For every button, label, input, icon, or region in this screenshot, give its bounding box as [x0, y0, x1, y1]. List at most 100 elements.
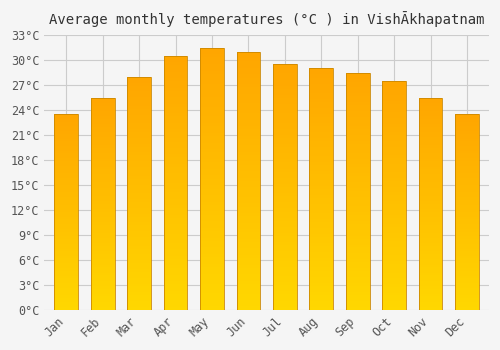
Bar — [200, 228, 224, 231]
Bar — [164, 158, 188, 161]
Bar — [236, 206, 260, 210]
Bar — [200, 126, 224, 130]
Bar — [164, 59, 188, 62]
Bar — [54, 205, 78, 207]
Bar — [54, 207, 78, 210]
Bar — [310, 192, 333, 195]
Bar — [346, 108, 370, 111]
Bar — [54, 170, 78, 173]
Bar — [310, 222, 333, 225]
Bar — [128, 126, 151, 129]
Bar — [346, 153, 370, 156]
Bar — [346, 176, 370, 179]
Bar — [128, 254, 151, 257]
Bar — [419, 286, 442, 288]
Bar — [310, 96, 333, 99]
Bar — [382, 87, 406, 90]
Bar — [346, 102, 370, 105]
Bar — [419, 119, 442, 121]
Bar — [346, 72, 370, 76]
Bar — [419, 230, 442, 233]
Bar — [236, 139, 260, 142]
Bar — [346, 150, 370, 153]
Bar — [164, 253, 188, 256]
Bar — [273, 101, 296, 104]
Bar — [54, 146, 78, 148]
Bar — [91, 251, 114, 254]
Bar — [128, 246, 151, 248]
Bar — [91, 230, 114, 233]
Bar — [128, 103, 151, 106]
Bar — [164, 240, 188, 243]
Bar — [164, 145, 188, 148]
Bar — [200, 54, 224, 57]
Bar — [164, 122, 188, 126]
Bar — [128, 138, 151, 141]
Bar — [310, 180, 333, 183]
Bar — [419, 265, 442, 267]
Bar — [236, 294, 260, 297]
Bar — [200, 172, 224, 175]
Bar — [419, 233, 442, 236]
Bar — [273, 67, 296, 70]
Bar — [236, 268, 260, 271]
Bar — [382, 112, 406, 115]
Bar — [200, 280, 224, 284]
Bar — [455, 210, 479, 212]
Bar — [310, 108, 333, 111]
Bar — [91, 299, 114, 302]
Bar — [455, 134, 479, 136]
Bar — [419, 150, 442, 153]
Bar — [273, 211, 296, 215]
Bar — [91, 111, 114, 113]
Bar — [346, 191, 370, 194]
Bar — [346, 247, 370, 251]
Bar — [382, 295, 406, 298]
Bar — [200, 149, 224, 153]
Bar — [200, 84, 224, 87]
Bar — [128, 135, 151, 138]
Bar — [128, 301, 151, 304]
Bar — [54, 263, 78, 266]
Bar — [236, 307, 260, 310]
Bar — [455, 219, 479, 222]
Bar — [419, 156, 442, 159]
Bar — [419, 159, 442, 161]
Bar — [236, 87, 260, 91]
Bar — [91, 140, 114, 143]
Bar — [54, 261, 78, 263]
Bar — [128, 170, 151, 173]
Bar — [200, 271, 224, 274]
Bar — [164, 113, 188, 116]
Bar — [310, 69, 333, 71]
Bar — [273, 181, 296, 184]
Bar — [273, 172, 296, 175]
Bar — [310, 280, 333, 282]
Bar — [54, 193, 78, 195]
Bar — [128, 155, 151, 158]
Bar — [455, 293, 479, 295]
Bar — [200, 123, 224, 126]
Bar — [346, 93, 370, 96]
Bar — [200, 80, 224, 84]
Bar — [164, 196, 188, 199]
Bar — [455, 280, 479, 283]
Bar — [273, 267, 296, 270]
Bar — [382, 193, 406, 195]
Bar — [346, 162, 370, 164]
Bar — [91, 100, 114, 103]
Bar — [164, 132, 188, 135]
Bar — [346, 283, 370, 286]
Bar — [54, 266, 78, 268]
Bar — [382, 115, 406, 118]
Bar — [310, 69, 333, 310]
Bar — [419, 161, 442, 164]
Bar — [91, 127, 114, 130]
Bar — [455, 205, 479, 207]
Bar — [273, 279, 296, 282]
Bar — [455, 263, 479, 266]
Bar — [455, 273, 479, 275]
Bar — [382, 307, 406, 310]
Bar — [382, 301, 406, 304]
Bar — [273, 83, 296, 86]
